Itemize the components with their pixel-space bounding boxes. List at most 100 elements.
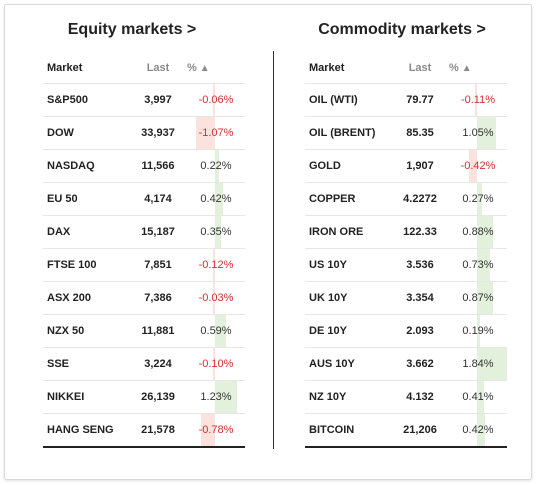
positive-change-bar	[477, 249, 491, 281]
percent-change-cell: 0.22%	[187, 149, 245, 183]
percent-change: 0.19%	[462, 325, 494, 337]
equity-table-body: S&P500 3,997 -0.06% DOW 33,937 -1.07% NASDAQ 11…	[43, 83, 245, 448]
last-price: 3,224	[129, 347, 187, 381]
last-price: 3,997	[129, 83, 187, 117]
positive-change-bar	[477, 348, 507, 380]
percent-change-cell: 1.05%	[449, 116, 507, 150]
positive-change-bar	[215, 183, 223, 215]
equity-markets-link[interactable]: Equity markets >	[67, 21, 197, 38]
table-row[interactable]: ASX 200 7,386 -0.03%	[43, 281, 245, 315]
percent-change-cell: 0.27%	[449, 182, 507, 216]
positive-change-bar	[477, 117, 496, 149]
percent-change: 0.22%	[200, 160, 232, 172]
percent-change-cell: 1.84%	[449, 347, 507, 381]
percent-change-wrap: -0.03%	[187, 282, 245, 314]
positive-change-bar	[477, 381, 485, 413]
percent-change-wrap: 1.23%	[187, 381, 245, 413]
percent-change: 0.88%	[462, 226, 494, 238]
percent-change: -0.03%	[198, 292, 234, 304]
percent-change-cell: -0.06%	[187, 83, 245, 117]
market-name: SSE	[43, 347, 129, 381]
commodity-markets-link[interactable]: Commodity markets >	[318, 21, 486, 38]
percent-change: 0.35%	[200, 226, 232, 238]
positive-change-bar	[477, 414, 485, 446]
table-row[interactable]: AUS 10Y 3.662 1.84%	[305, 347, 507, 381]
market-name: UK 10Y	[305, 281, 391, 315]
column-header-percent[interactable]: % ▲	[449, 52, 507, 84]
markets-widget: Equity markets > Market Last % ▲ S&P500 3,…	[4, 4, 532, 480]
table-row[interactable]: IRON ORE 122.33 0.88%	[305, 215, 507, 249]
percent-change-wrap: 0.27%	[449, 183, 507, 215]
percent-change: 0.42%	[200, 193, 232, 205]
table-row[interactable]: US 10Y 3.536 0.73%	[305, 248, 507, 282]
negative-change-bar	[213, 348, 215, 380]
table-row[interactable]: NASDAQ 11,566 0.22%	[43, 149, 245, 183]
percent-change: 1.84%	[462, 358, 494, 370]
last-price: 4,174	[129, 182, 187, 216]
percent-header-label: %	[449, 61, 459, 74]
table-row[interactable]: UK 10Y 3.354 0.87%	[305, 281, 507, 315]
percent-change: -0.06%	[198, 94, 234, 106]
last-price: 21,206	[391, 413, 449, 448]
percent-change-cell: 0.59%	[187, 314, 245, 348]
table-row[interactable]: DOW 33,937 -1.07%	[43, 116, 245, 150]
market-name: OIL (BRENT)	[305, 116, 391, 150]
percent-change-wrap: 0.42%	[449, 414, 507, 446]
market-name: HANG SENG	[43, 413, 129, 448]
table-row[interactable]: DE 10Y 2.093 0.19%	[305, 314, 507, 348]
table-row[interactable]: DAX 15,187 0.35%	[43, 215, 245, 249]
market-name: ASX 200	[43, 281, 129, 315]
percent-change: 1.05%	[462, 127, 494, 139]
column-header-market[interactable]: Market	[305, 52, 391, 84]
negative-change-bar	[200, 414, 215, 446]
table-row[interactable]: OIL (BRENT) 85.35 1.05%	[305, 116, 507, 150]
percent-change: -0.10%	[198, 358, 234, 370]
market-name: NASDAQ	[43, 149, 129, 183]
percent-change-cell: 0.42%	[187, 182, 245, 216]
table-row[interactable]: OIL (WTI) 79.77 -0.11%	[305, 83, 507, 117]
market-name: COPPER	[305, 182, 391, 216]
last-price: 122.33	[391, 215, 449, 249]
percent-change-wrap: 0.87%	[449, 282, 507, 314]
market-name: IRON ORE	[305, 215, 391, 249]
commodity-table: Market Last % ▲ OIL (WTI) 79.77 -0.11% OIL (…	[305, 52, 507, 448]
market-name: NIKKEI	[43, 380, 129, 414]
last-price: 21,578	[129, 413, 187, 448]
equity-header-row: Market Last % ▲	[43, 52, 245, 84]
table-row[interactable]: GOLD 1,907 -0.42%	[305, 149, 507, 183]
column-header-last[interactable]: Last	[129, 52, 187, 84]
last-price: 4.2272	[391, 182, 449, 216]
table-row[interactable]: EU 50 4,174 0.42%	[43, 182, 245, 216]
column-header-percent[interactable]: % ▲	[187, 52, 245, 84]
column-header-last[interactable]: Last	[391, 52, 449, 84]
percent-change-wrap: 1.05%	[449, 117, 507, 149]
positive-change-bar	[477, 282, 493, 314]
positive-change-bar	[215, 381, 238, 413]
last-price: 26,139	[129, 380, 187, 414]
percent-change-wrap: 0.22%	[187, 150, 245, 182]
table-row[interactable]: NZX 50 11,881 0.59%	[43, 314, 245, 348]
table-row[interactable]: SSE 3,224 -0.10%	[43, 347, 245, 381]
percent-change-wrap: 0.35%	[187, 216, 245, 248]
column-header-market[interactable]: Market	[43, 52, 129, 84]
table-row[interactable]: S&P500 3,997 -0.06%	[43, 83, 245, 117]
table-row[interactable]: NZ 10Y 4.132 0.41%	[305, 380, 507, 414]
percent-change-cell: -0.12%	[187, 248, 245, 282]
percent-change-cell: 0.73%	[449, 248, 507, 282]
percent-change-cell: -1.07%	[187, 116, 245, 150]
table-row[interactable]: COPPER 4.2272 0.27%	[305, 182, 507, 216]
market-name: DOW	[43, 116, 129, 150]
percent-change-cell: 0.19%	[449, 314, 507, 348]
table-row[interactable]: BITCOIN 21,206 0.42%	[305, 413, 507, 448]
percent-change-wrap: -0.12%	[187, 249, 245, 281]
percent-change: 0.73%	[462, 259, 494, 271]
last-price: 3.536	[391, 248, 449, 282]
percent-change-wrap: 0.42%	[187, 183, 245, 215]
percent-change-cell: 1.23%	[187, 380, 245, 414]
table-row[interactable]: NIKKEI 26,139 1.23%	[43, 380, 245, 414]
percent-change: 1.23%	[200, 391, 232, 403]
percent-change: 0.27%	[462, 193, 494, 205]
table-row[interactable]: HANG SENG 21,578 -0.78%	[43, 413, 245, 448]
table-row[interactable]: FTSE 100 7,851 -0.12%	[43, 248, 245, 282]
last-price: 3.354	[391, 281, 449, 315]
